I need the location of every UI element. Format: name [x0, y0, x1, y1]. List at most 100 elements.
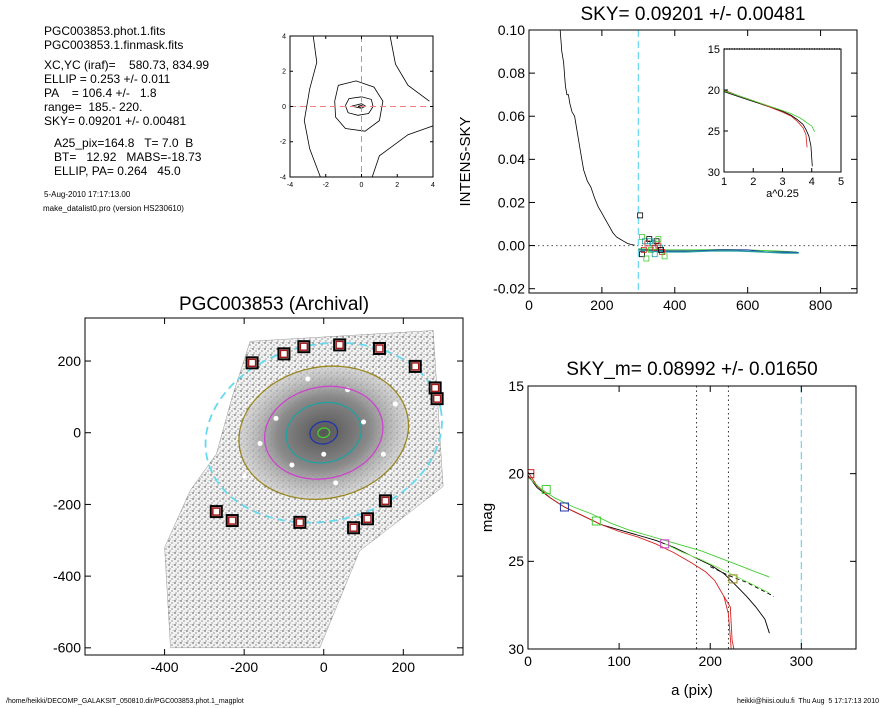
sky-plot-ylabel: INTENS-SKY [457, 116, 474, 206]
image-ytick-label: -400 [53, 568, 81, 584]
sky-plot-title: SKY= 0.09201 +/- 0.00481 [580, 4, 805, 25]
sky-ytick-label: 0.00 [498, 237, 525, 253]
footer-user: heikki@hiisi.oulu.fi Thu Aug 5 17:17:13 … [736, 698, 879, 705]
sky-xtick-label: 600 [736, 297, 760, 313]
info-line: XC,YC (iraf)= 580.73, 834.99 [44, 58, 210, 72]
mag-plot: SKY_m= 0.08992 +/- 0.01650 mag a (pix) 0 100… [479, 359, 857, 699]
mask-marker [430, 392, 444, 406]
contour-line [371, 125, 433, 177]
mask-marker [245, 356, 259, 370]
mag-plot-title: SKY_m= 0.08992 +/- 0.01650 [566, 359, 817, 380]
sky-ytick-label: 0.06 [498, 108, 525, 124]
inset-xtick-label: 1 [721, 176, 727, 188]
masked-star [257, 440, 263, 446]
mag-ytick-label: 15 [508, 378, 524, 394]
mag-series-lightgreen [664, 543, 770, 594]
isophote-outer-dashed [204, 341, 443, 524]
inset-xtick-label: 3 [779, 176, 785, 188]
inset-xlabel: a^0.25 [766, 188, 799, 200]
mask-marker [333, 338, 347, 352]
sky-square [647, 238, 653, 245]
timestamp: 5-Aug-2010 17:17:13.00 [44, 190, 131, 199]
image-ytick-label: -600 [53, 640, 81, 656]
mag-xtick-label: 0 [524, 653, 532, 669]
mask-marker [347, 521, 361, 535]
galaxy-image-title: PGC003853 (Archival) [179, 294, 369, 315]
mask-marker [209, 505, 223, 519]
info-line: PGC003853.1.finmask.fits [44, 38, 184, 52]
galaxy-body [238, 366, 409, 500]
mask-marker [408, 359, 422, 373]
inset-ytick-label: 20 [708, 85, 720, 97]
inset-ytick-label: 15 [708, 44, 720, 56]
info-line: A25_pix=164.8 T= 7.0 B [54, 136, 194, 150]
mag-square [559, 502, 569, 512]
mask-marker-inner [299, 342, 309, 351]
sky-square [639, 251, 645, 258]
masked-star [273, 415, 279, 421]
masked-star [333, 480, 339, 486]
contour-ytick-label: -4 [280, 174, 286, 181]
mag-xtick-label: 200 [699, 653, 723, 669]
sky-xtick-label: 0 [525, 297, 533, 313]
masked-star [361, 419, 367, 425]
galaxy-image-area [164, 330, 444, 649]
sky-series-blue [638, 249, 799, 253]
mag-plot-ylabel: mag [479, 503, 496, 532]
contour-ytick-label: 0 [282, 104, 286, 111]
sky-xtick-label: 800 [809, 297, 833, 313]
image-xtick-label: -400 [151, 659, 179, 675]
mask-marker-inner [411, 362, 420, 371]
image-ytick-label: -200 [53, 496, 81, 512]
mask-marker-inner [335, 340, 344, 350]
inset-xtick-label: 4 [809, 176, 815, 188]
sky-square [651, 251, 658, 258]
contour-ytick-label: -2 [280, 139, 286, 146]
mask-marker [277, 347, 291, 361]
mask-marker [372, 341, 386, 355]
contour-xtick-label: 2 [395, 182, 399, 189]
sky-inset: 1 2 3 4 5 15 20 25 30 a^0.25 [708, 44, 844, 200]
sky-square [640, 246, 647, 253]
image-xtick-label: 200 [392, 659, 416, 675]
contour-ytick-label: 4 [282, 33, 286, 40]
mask-marker-inner [363, 514, 372, 524]
mag-square [728, 574, 738, 584]
mag-xtick-label: 100 [607, 653, 631, 669]
mask-marker-inner [247, 358, 257, 368]
sky-ytick-label: 0.02 [498, 194, 525, 210]
inset-xtick-label: 2 [750, 176, 756, 188]
mask-marker-inner [432, 394, 442, 403]
mag-series-red [528, 471, 732, 649]
sky-square [639, 234, 645, 240]
isophote-olive [238, 365, 410, 501]
mask-marker-inner [349, 523, 358, 532]
image-ytick-label: 200 [58, 353, 82, 369]
galaxy-image-plot: PGC003853 (Archival) -400 -200 0 200 -600 -400… [53, 294, 464, 675]
masked-star [392, 401, 398, 407]
sky-square [637, 212, 644, 219]
mag-square [591, 516, 601, 526]
mag-series-black [528, 475, 770, 634]
contour-xtick-label: 0 [360, 182, 364, 189]
mag-square [541, 484, 551, 494]
masked-star [321, 451, 327, 457]
info-line: ELLIP = 0.253 +/- 0.011 [44, 72, 171, 86]
contour-line [303, 36, 321, 177]
mag-series-red2 [723, 596, 735, 649]
galaxy-image-frame [84, 317, 464, 656]
sky-square [643, 255, 650, 262]
mag-plot-xlabel: a (pix) [671, 682, 713, 699]
mask-marker-inner [381, 496, 390, 506]
contour-ytick-label: 2 [282, 69, 286, 76]
mask-marker [297, 340, 311, 354]
mag-series-green [528, 476, 770, 578]
info-line: PA = 106.4 +/- 1.8 [44, 86, 157, 100]
contour-xtick-label: -2 [323, 182, 329, 189]
masked-star [305, 376, 311, 382]
inset-ytick-label: 25 [708, 126, 720, 138]
mag-square [660, 539, 670, 549]
mag-xtick-label: 300 [790, 653, 814, 669]
